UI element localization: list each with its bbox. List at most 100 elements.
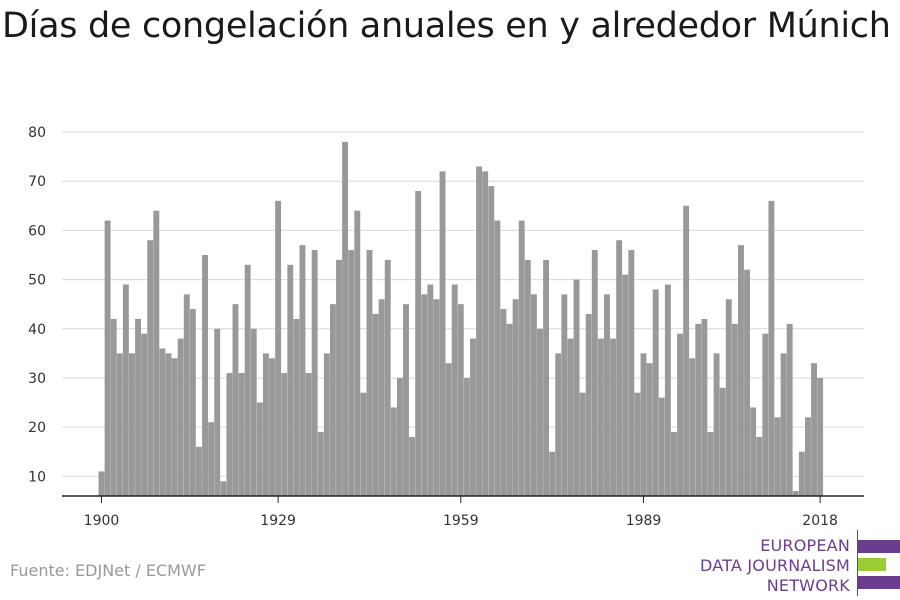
y-axis-ticks: 10 20 30 40 50 60 70 80 [28,125,46,485]
bar-2018 [817,377,824,496]
bar-1932 [293,318,300,496]
bar-1918 [208,422,215,496]
bar-1914 [183,294,190,496]
bar-1912 [171,358,178,496]
bar-1996 [683,205,690,496]
bar-1944 [366,250,373,496]
bar-1963 [482,171,489,496]
bar-1954 [427,284,434,496]
bar-1992 [658,397,665,496]
bar-1971 [530,294,537,496]
bar-1952 [415,191,422,496]
bar-1937 [323,353,330,496]
bar-1926 [256,402,263,496]
y-tick-label: 80 [28,125,46,141]
bar-1979 [579,392,586,496]
bar-1960 [463,377,470,496]
bar-1961 [470,338,476,496]
bar-2013 [786,323,793,496]
bar-1929 [275,200,282,497]
bar-1975 [555,353,562,496]
bar-1986 [622,274,629,496]
bar-1945 [372,314,379,496]
bar-1967 [506,323,513,496]
bar-1977 [567,338,574,496]
bar-1969 [518,220,525,497]
bar-1916 [195,446,202,496]
bar-1987 [628,250,635,496]
bar-1965 [494,220,501,497]
bar-1981 [591,250,598,496]
bar-1980 [585,314,592,496]
source-note: Fuente: EDJNet / ECMWF [10,561,206,580]
bar-1976 [561,294,568,496]
bar-1962 [476,166,483,496]
bar-1906 [135,318,141,496]
y-tick-label: 40 [28,322,46,338]
chart-title: Días de congelación anuales en y alreded… [2,6,891,46]
bars [98,141,824,497]
x-tick-label: 1929 [260,513,296,529]
bar-1993 [664,284,671,496]
bar-2006 [744,269,750,496]
bar-1957 [445,363,452,496]
bar-1922 [232,304,239,496]
bar-2008 [756,436,763,496]
bar-1908 [147,240,154,496]
bar-1901 [104,220,111,497]
bar-1983 [604,294,610,496]
bar-1984 [610,338,617,496]
bar-1947 [384,259,391,496]
bar-1927 [262,353,269,496]
bar-1966 [500,309,507,496]
bar-1997 [689,358,696,496]
bar-1951 [409,436,416,496]
logo-line-1: EUROPEAN [760,536,850,555]
bar-2011 [774,417,781,496]
bar-1953 [421,294,428,496]
bar-2002 [719,387,726,496]
bar-1974 [549,451,556,496]
bar-1998 [695,323,702,496]
bar-1924 [244,264,251,496]
bar-1989 [640,353,647,496]
logo-line-2: DATA JOURNALISM [700,556,850,575]
bar-1938 [329,304,336,496]
bar-1995 [677,333,683,496]
bar-1973 [543,259,550,496]
bar-1919 [214,328,221,496]
bar-1909 [153,210,160,496]
x-tick-label: 1959 [443,513,479,529]
bar-1948 [390,407,397,496]
bar-2010 [768,200,775,497]
x-tick-label: 1989 [626,513,662,529]
bar-1920 [220,481,227,496]
bar-2000 [707,432,714,496]
logo-divider [857,530,858,596]
bar-1956 [439,171,446,496]
bar-2009 [762,333,769,496]
bar-1903 [116,353,123,496]
bar-1999 [701,318,708,496]
bar-1990 [646,363,653,496]
edjnet-logo: EUROPEAN DATA JOURNALISM NETWORK [700,530,900,596]
x-tick-label: 2018 [802,513,838,529]
bar-1935 [311,250,318,496]
bar-1907 [141,333,148,496]
bar-1911 [165,353,172,496]
bar-1936 [317,432,324,496]
bar-1923 [238,373,245,496]
bar-1905 [129,353,135,496]
y-tick-label: 50 [28,273,46,289]
y-tick-label: 30 [28,371,46,387]
bar-2005 [738,245,744,496]
bar-1968 [512,299,519,496]
logo-bar-green [858,558,886,571]
bar-2016 [804,417,811,496]
bar-1917 [202,254,208,496]
bar-1921 [226,373,233,496]
bar-1950 [403,304,409,496]
bar-1915 [189,309,196,496]
bar-1982 [597,338,604,496]
